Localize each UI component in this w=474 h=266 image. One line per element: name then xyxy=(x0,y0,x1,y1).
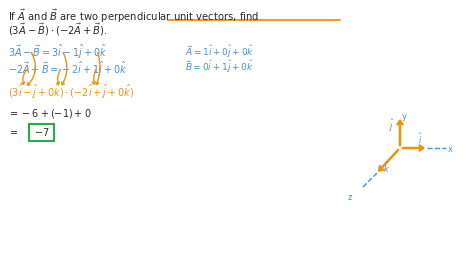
Text: If $\vec{A}$ and $\vec{B}$ are two perpendicular unit vectors, find: If $\vec{A}$ and $\vec{B}$ are two perpe… xyxy=(8,8,259,26)
Text: x: x xyxy=(448,146,453,155)
Text: $(3\hat{i} - \hat{j} + 0\hat{k})\cdot(-2\hat{i} + \hat{j} + 0\hat{k})$: $(3\hat{i} - \hat{j} + 0\hat{k})\cdot(-2… xyxy=(8,83,134,101)
Text: z: z xyxy=(348,193,352,202)
Text: y: y xyxy=(402,112,407,121)
Text: $\vec{A} = 1\hat{i} + 0\hat{j} + 0\hat{k}$: $\vec{A} = 1\hat{i} + 0\hat{j} + 0\hat{k… xyxy=(185,43,255,60)
Text: $(3\vec{A}-\vec{B})\cdot(-2\vec{A}+\vec{B})$.: $(3\vec{A}-\vec{B})\cdot(-2\vec{A}+\vec{… xyxy=(8,22,108,38)
Text: $= -6 + (-1) + 0$: $= -6 + (-1) + 0$ xyxy=(8,107,91,120)
Text: $\hat{j}$: $\hat{j}$ xyxy=(389,118,395,134)
Text: $3\vec{A}-\vec{B} = 3\hat{i} - 1\hat{j} + 0\hat{k}$: $3\vec{A}-\vec{B} = 3\hat{i} - 1\hat{j} … xyxy=(8,43,108,61)
Text: $-7$: $-7$ xyxy=(34,126,50,138)
Text: $=$: $=$ xyxy=(8,126,19,136)
Text: $\hat{i}$: $\hat{i}$ xyxy=(418,132,423,146)
Text: $\vec{B} = 0\hat{i} + 1\hat{j} + 0\hat{k}$: $\vec{B} = 0\hat{i} + 1\hat{j} + 0\hat{k… xyxy=(185,58,254,75)
Text: $-2\vec{A}+\vec{B}= -2\hat{i} + 1\hat{j} + 0\hat{k}$: $-2\vec{A}+\vec{B}= -2\hat{i} + 1\hat{j}… xyxy=(8,60,128,78)
Text: $\hat{k}$: $\hat{k}$ xyxy=(383,161,390,175)
FancyBboxPatch shape xyxy=(29,123,55,140)
